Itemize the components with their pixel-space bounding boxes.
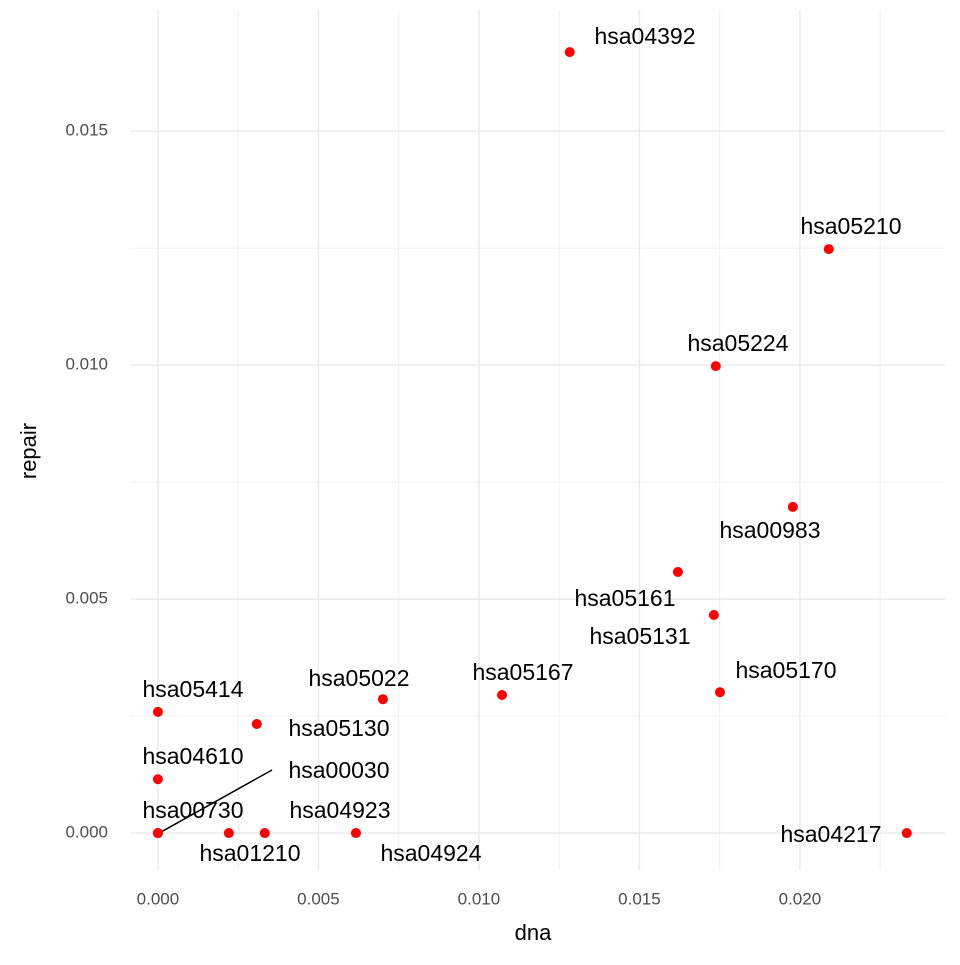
point-label: hsa04392 bbox=[594, 23, 695, 49]
point-label: hsa00730 bbox=[142, 797, 243, 823]
point-label: hsa05161 bbox=[574, 585, 675, 611]
point-label: hsa00983 bbox=[719, 517, 820, 543]
y-tick-label: 0.005 bbox=[65, 589, 108, 608]
point bbox=[259, 828, 270, 839]
point-label: hsa05224 bbox=[687, 330, 788, 356]
point bbox=[787, 501, 798, 512]
point bbox=[251, 719, 262, 730]
point-label: hsa01210 bbox=[199, 840, 300, 866]
point bbox=[152, 774, 163, 785]
point bbox=[152, 706, 163, 717]
point bbox=[223, 828, 234, 839]
leader-line bbox=[160, 769, 273, 833]
point bbox=[710, 361, 721, 372]
point-label: hsa05414 bbox=[142, 676, 243, 702]
x-axis-title: dna bbox=[515, 920, 552, 945]
point bbox=[823, 244, 834, 255]
point-label: hsa05210 bbox=[800, 213, 901, 239]
point-label: hsa04924 bbox=[380, 840, 481, 866]
y-tick-label: 0.000 bbox=[65, 823, 108, 842]
x-tick-label: 0.015 bbox=[618, 889, 661, 908]
point-label: hsa04923 bbox=[289, 797, 390, 823]
point bbox=[377, 694, 388, 705]
point-label: hsa05167 bbox=[472, 659, 573, 685]
point bbox=[350, 828, 361, 839]
point bbox=[901, 828, 912, 839]
point bbox=[714, 687, 725, 698]
point-label: hsa05130 bbox=[288, 715, 389, 741]
point bbox=[708, 609, 719, 620]
x-tick-label: 0.010 bbox=[458, 889, 501, 908]
x-tick-label: 0.000 bbox=[137, 889, 180, 908]
y-tick-label: 0.010 bbox=[65, 355, 108, 374]
y-axis-title: repair bbox=[16, 423, 41, 479]
x-tick-label: 0.020 bbox=[779, 889, 822, 908]
x-tick-label: 0.005 bbox=[297, 889, 340, 908]
point-label: hsa04610 bbox=[142, 743, 243, 769]
y-tick-label: 0.015 bbox=[65, 121, 108, 140]
point bbox=[497, 690, 508, 701]
point-label: hsa05022 bbox=[308, 665, 409, 691]
point-label: hsa05170 bbox=[735, 657, 836, 683]
point bbox=[152, 828, 163, 839]
point bbox=[672, 566, 683, 577]
point-label: hsa04217 bbox=[780, 821, 881, 847]
point bbox=[564, 47, 575, 58]
point-label: hsa00030 bbox=[288, 757, 389, 783]
point-label: hsa05131 bbox=[589, 623, 690, 649]
